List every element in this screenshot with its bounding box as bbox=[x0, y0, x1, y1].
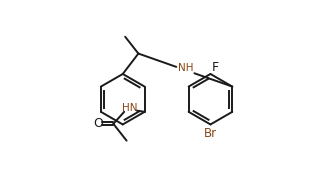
Text: F: F bbox=[212, 61, 219, 75]
Text: O: O bbox=[93, 117, 103, 130]
Text: Br: Br bbox=[204, 127, 217, 140]
Text: NH: NH bbox=[178, 63, 193, 73]
Text: HN: HN bbox=[122, 103, 138, 113]
